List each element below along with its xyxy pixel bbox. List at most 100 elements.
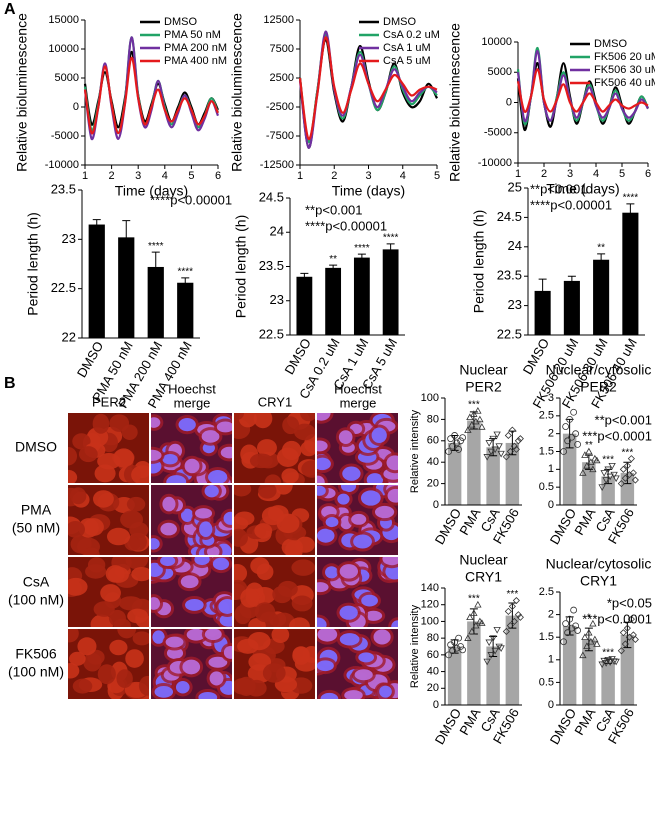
cell	[272, 585, 293, 604]
bar	[177, 282, 194, 338]
bar	[620, 472, 635, 505]
legend-label: PMA 200 nM	[164, 42, 227, 54]
y-tick-label: 1.5	[539, 445, 554, 457]
data-point	[502, 453, 510, 461]
error-bar	[151, 251, 160, 283]
data-point	[566, 615, 574, 623]
data-point	[466, 413, 474, 421]
nucleus	[373, 629, 391, 645]
x-axis-label: Time (days)	[546, 181, 619, 197]
data-point	[478, 423, 486, 430]
data-point	[497, 645, 505, 652]
cell	[68, 446, 78, 466]
data-point	[572, 622, 580, 630]
significance-label: ****	[177, 266, 193, 277]
significance-label: ***	[602, 454, 614, 465]
data-point	[568, 624, 576, 632]
x-axis-label: Time (days)	[332, 183, 405, 199]
cell	[274, 485, 293, 495]
data-point	[579, 469, 587, 476]
bar	[582, 639, 596, 705]
y-tick-label: -10000	[45, 159, 79, 171]
y-tick-label: 24.5	[497, 209, 522, 224]
bar	[447, 646, 462, 705]
y-tick-label: -12500	[260, 159, 294, 171]
data-point	[455, 445, 463, 453]
data-point	[574, 440, 582, 448]
data-point	[581, 451, 589, 458]
data-point	[621, 640, 629, 648]
y-tick-label: 80	[427, 632, 439, 644]
nucleus	[337, 493, 350, 505]
data-point	[470, 410, 478, 417]
nucleus	[317, 660, 334, 672]
error-bar	[300, 272, 309, 281]
significance-label: ***	[468, 593, 480, 604]
data-point	[564, 437, 572, 445]
x-tick-label: 4	[400, 170, 406, 182]
nucleus	[325, 566, 339, 579]
data-point	[604, 657, 612, 664]
cell	[127, 608, 149, 624]
data-point	[474, 407, 482, 414]
cell	[78, 446, 98, 463]
cell	[131, 566, 149, 582]
data-point	[510, 442, 518, 450]
cell	[234, 563, 248, 583]
cell	[292, 646, 310, 665]
column-header: CRY1	[258, 394, 292, 409]
nucleus	[180, 508, 194, 522]
data-point	[560, 638, 568, 646]
nucleus	[360, 490, 381, 506]
cell	[97, 453, 121, 470]
bar	[353, 257, 370, 335]
cell	[68, 662, 80, 679]
cells	[317, 557, 398, 627]
bar	[622, 212, 639, 335]
micrograph	[317, 557, 398, 627]
row-label: FK506	[15, 646, 56, 662]
cell	[258, 485, 277, 499]
legend-label: DMSO	[594, 38, 627, 50]
data-point	[510, 617, 518, 625]
significance-label: ****	[148, 241, 164, 252]
data-point	[583, 461, 591, 469]
data-point	[502, 627, 510, 636]
nucleus	[218, 599, 232, 614]
bar	[601, 661, 615, 705]
x-tick-label: 1	[297, 170, 303, 182]
nucleus	[386, 455, 398, 471]
y-tick-label: 0	[73, 101, 79, 113]
cell	[129, 533, 147, 551]
y-tick-label: 23.5	[51, 181, 76, 196]
cell	[83, 518, 104, 536]
data-point	[593, 640, 601, 647]
y-tick-label: 3	[548, 392, 554, 404]
data-point	[495, 443, 503, 450]
data-point	[562, 620, 570, 628]
y-tick-label: 23	[270, 292, 284, 307]
cell	[116, 669, 133, 688]
nucleus	[364, 610, 383, 621]
data-point	[619, 465, 627, 473]
y-tick-label: -5000	[51, 130, 79, 142]
x-tick-label: 3	[365, 170, 371, 182]
x-tick-label: 2	[109, 170, 115, 182]
data-point	[453, 439, 461, 447]
data-point	[474, 600, 482, 608]
y-tick-label: 2.5	[539, 410, 554, 422]
data-point	[587, 458, 595, 465]
significance-label: **	[597, 242, 605, 253]
cell	[271, 629, 290, 644]
chart-title: CRY1	[580, 573, 617, 589]
annotation: ****p<0.00001	[530, 197, 612, 212]
y-tick-label: 5000	[55, 72, 79, 84]
nucleus	[160, 522, 177, 536]
cell	[256, 439, 277, 457]
error-bar	[469, 411, 478, 430]
data-point	[497, 450, 505, 458]
row-label: (100 nM)	[8, 592, 64, 608]
micrograph	[317, 413, 398, 483]
cell	[234, 516, 249, 531]
bar	[382, 249, 399, 335]
